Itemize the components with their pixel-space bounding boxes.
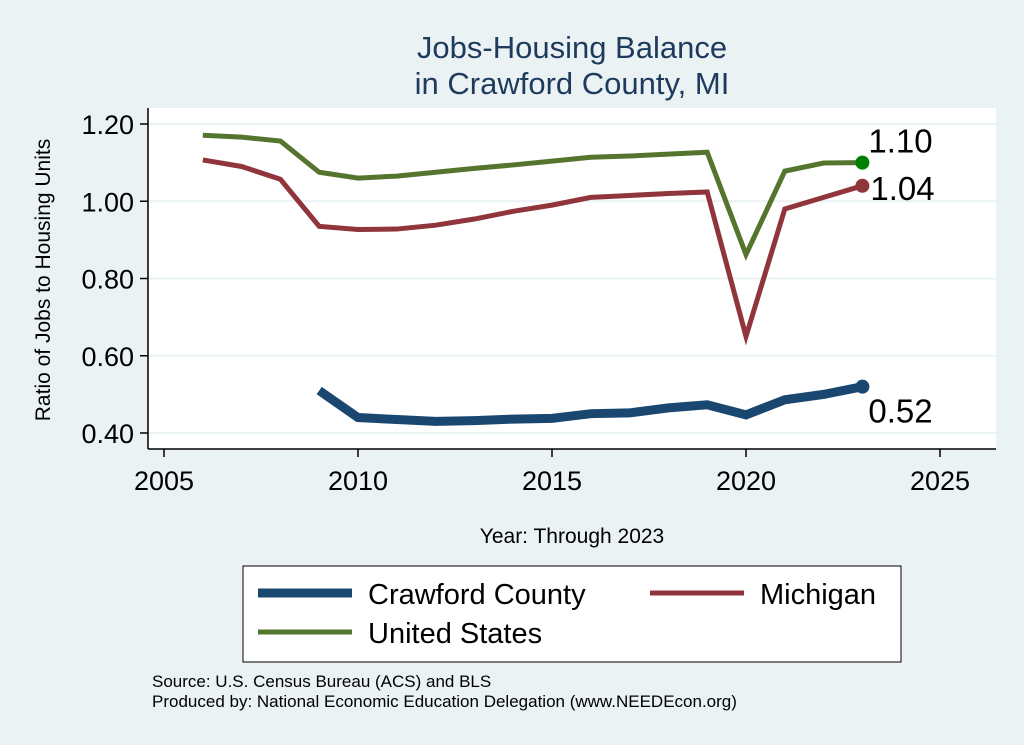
x-tick-label: 2005 bbox=[134, 466, 194, 496]
x-tick-label: 2025 bbox=[910, 466, 970, 496]
end-marker bbox=[855, 155, 870, 170]
legend-label-crawford: Crawford County bbox=[368, 579, 586, 611]
x-axis-label: Year: Through 2023 bbox=[480, 525, 665, 548]
end-marker bbox=[855, 379, 870, 394]
y-axis-label: Ratio of Jobs to Housing Units bbox=[32, 139, 55, 421]
x-tick-label: 2015 bbox=[522, 466, 582, 496]
legend: Crawford County Michigan United States bbox=[242, 565, 902, 663]
end-value-label: 1.10 bbox=[868, 123, 932, 160]
series-line-crawford-county bbox=[316, 382, 864, 426]
y-tick-label: 1.20 bbox=[81, 110, 134, 140]
chart-title-line2: in Crawford County, MI bbox=[415, 66, 730, 101]
chart-title-line1: Jobs-Housing Balance bbox=[417, 30, 727, 65]
legend-label-us: United States bbox=[368, 618, 542, 650]
x-tick-label: 2020 bbox=[716, 466, 776, 496]
series-line-united-states bbox=[202, 132, 863, 261]
end-marker bbox=[855, 178, 870, 193]
source-note: Source: U.S. Census Bureau (ACS) and BLS bbox=[152, 672, 491, 691]
end-value-label: 0.52 bbox=[868, 393, 932, 430]
legend-label-michigan: Michigan bbox=[760, 579, 876, 611]
end-value-label: 1.04 bbox=[870, 170, 934, 207]
x-tick-label: 2010 bbox=[328, 466, 388, 496]
y-tick-label: 1.00 bbox=[81, 187, 134, 217]
y-tick-label: 0.80 bbox=[81, 265, 134, 295]
producer-note: Produced by: National Economic Education… bbox=[152, 692, 737, 711]
y-tick-label: 0.60 bbox=[81, 342, 134, 372]
y-tick-label: 0.40 bbox=[81, 419, 134, 449]
series-line-michigan bbox=[202, 157, 864, 346]
